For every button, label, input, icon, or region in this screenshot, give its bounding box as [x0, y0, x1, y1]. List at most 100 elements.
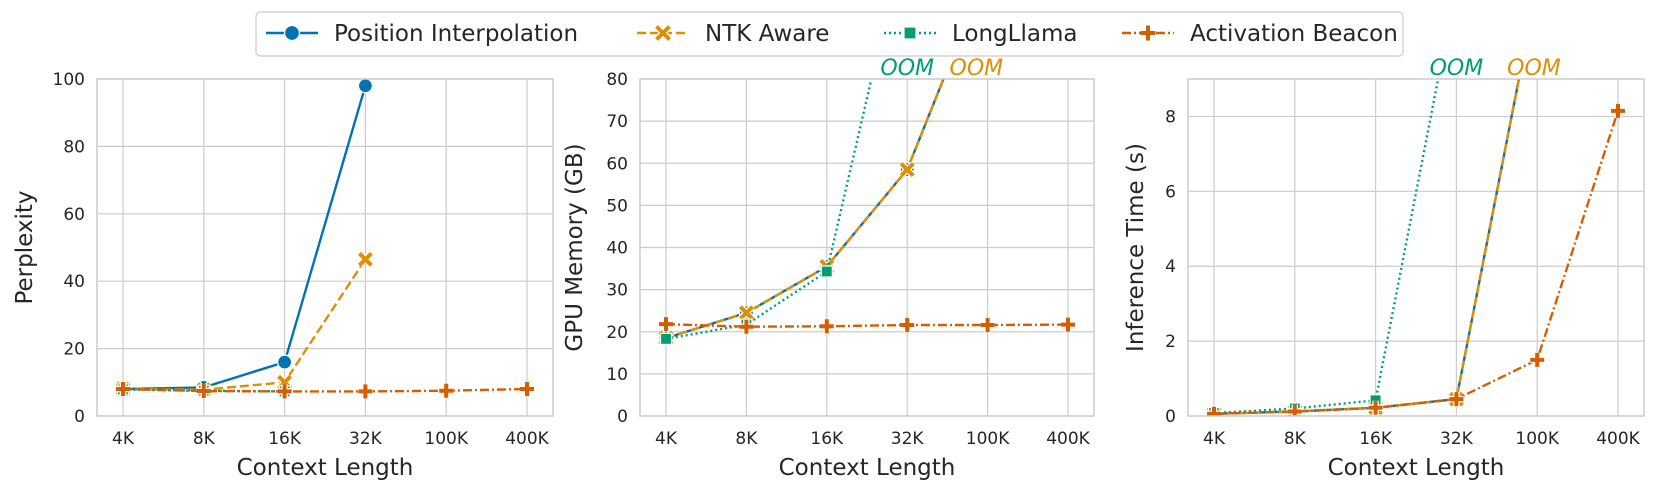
legend-label: LongLlama [952, 21, 1077, 47]
marker-square [659, 332, 673, 346]
marker-square [903, 26, 917, 40]
x-tick-label: 4K [655, 429, 678, 449]
marker-circle [276, 354, 293, 370]
plot-frame [639, 78, 1095, 417]
marker-square [820, 265, 833, 278]
series-group [1205, 79, 1625, 416]
y-tick-label: 20 [606, 323, 628, 343]
y-axis-label: GPU Memory (GB) [562, 143, 588, 351]
x-tick-label: 16K [1359, 429, 1393, 449]
marker-plus [819, 319, 834, 334]
y-tick-label: 40 [606, 239, 628, 259]
marker-plus [1530, 352, 1545, 367]
marker-plus [1207, 406, 1221, 416]
marker-plus [520, 382, 534, 397]
marker-circle [283, 24, 301, 42]
series-line-activation-beacon [122, 387, 528, 393]
series-line-activation-beacon [665, 323, 1069, 328]
y-tick-label: 20 [63, 340, 85, 360]
series-line-position-interpolation [1213, 79, 1521, 415]
legend-item-3: Activation Beacon [1122, 21, 1398, 47]
marker-plus [358, 384, 373, 399]
y-tick-label: 8 [1165, 107, 1176, 127]
marker-plus [196, 384, 211, 399]
grid [97, 78, 553, 417]
marker-plus [1287, 404, 1302, 416]
y-tick-label: 50 [606, 196, 628, 216]
legend-label: Activation Beacon [1190, 21, 1398, 47]
y-tick-label: 6 [1165, 182, 1176, 202]
y-tick-label: 60 [63, 205, 85, 225]
y-tick-label: 2 [1165, 332, 1176, 352]
x-tick-label: 400K [1596, 429, 1640, 449]
oom-annotation: OOM [1430, 56, 1484, 81]
chart-panel-1: 4K 8K 16K 32K 100K 400K 0 20 40 60 80 100 Context Le… [12, 70, 554, 481]
marker-x [357, 251, 373, 267]
series-line-position-interpolation [665, 79, 945, 340]
y-tick-label: 4 [1165, 257, 1176, 277]
series-line-longllama [1213, 79, 1440, 415]
series-line-ntk-aware [122, 258, 367, 391]
x-tick-label: 4K [1203, 429, 1226, 449]
series-line-longllama [665, 79, 873, 341]
legend-item-0: Position Interpolation [266, 21, 578, 47]
plot-frame [1187, 78, 1645, 417]
legend-frame [255, 11, 1404, 57]
marker-plus [1368, 400, 1383, 415]
x-tick-label: 32K [1440, 429, 1474, 449]
marker-plus [1061, 317, 1075, 332]
x-tick-label: 100K [424, 429, 468, 449]
marker-plus [1140, 25, 1156, 41]
legend-label: NTK Aware [705, 21, 829, 47]
x-axis-label: Context Length [1328, 455, 1505, 481]
legend-item-2: LongLlama [884, 21, 1077, 47]
y-axis-label: Perplexity [12, 190, 38, 304]
y-tick-label: 0 [1165, 407, 1176, 427]
x-tick-label: 400K [505, 429, 549, 449]
marker-plus [659, 317, 673, 332]
grid [640, 78, 1094, 417]
x-tick-label: 32K [891, 429, 925, 449]
y-tick-label: 80 [606, 70, 628, 90]
marker-x [899, 162, 915, 177]
y-tick-label: 0 [617, 407, 628, 427]
marker-plus [116, 382, 130, 397]
series-line-ntk-aware [1213, 79, 1521, 415]
legend-item-1: NTK Aware [637, 21, 829, 47]
x-tick-label: 400K [1046, 429, 1090, 449]
x-tick-label: 100K [1515, 429, 1559, 449]
oom-annotation: OOM [880, 56, 934, 81]
oom-annotation: OOM [950, 56, 1004, 81]
chart-panel-3: 4K 8K 16K 32K 100K 400K 0 2 4 6 8 Context Length Inf… [1123, 56, 1645, 481]
x-axis-label: Context Length [779, 455, 956, 481]
x-tick-label: 4K [112, 429, 135, 449]
marker-plus [1611, 103, 1625, 118]
series-line-ntk-aware [665, 79, 945, 340]
marker-circle [357, 79, 374, 94]
series-line-position-interpolation [122, 85, 367, 391]
grid [1188, 79, 1644, 417]
y-tick-label: 70 [606, 112, 628, 132]
x-tick-label: 8K [735, 429, 758, 449]
x-tick-label: 100K [966, 429, 1010, 449]
x-axis-label: Context Length [237, 455, 414, 481]
marker-plus [739, 319, 754, 334]
legend-label: Position Interpolation [334, 21, 578, 47]
marker-plus [1449, 392, 1464, 407]
marker-plus [900, 318, 915, 333]
series-group [114, 79, 534, 399]
y-axis-label: Inference Time (s) [1123, 143, 1149, 352]
y-tick-label: 100 [53, 70, 85, 90]
y-tick-label: 80 [63, 137, 85, 157]
marker-x [738, 305, 754, 321]
x-tick-label: 16K [268, 429, 302, 449]
x-tick-label: 8K [1284, 429, 1307, 449]
x-tick-label: 32K [349, 429, 383, 449]
y-tick-label: 30 [606, 281, 628, 301]
y-tick-label: 0 [74, 407, 85, 427]
legend: Position Interpolation NTK Aware LongLlama… [255, 11, 1404, 57]
x-tick-label: 16K [810, 429, 844, 449]
plot-frame [96, 78, 554, 417]
series-group [657, 79, 1075, 347]
